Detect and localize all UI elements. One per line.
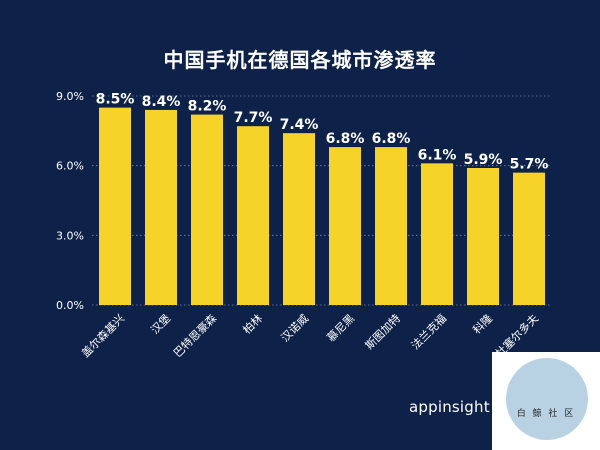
bar-10 xyxy=(513,172,545,305)
bar-7 xyxy=(375,147,407,305)
y-tick-label: 3.0% xyxy=(56,229,84,242)
x-tick-label: 巴特恩豪森 xyxy=(170,311,219,360)
data-label: 6.1% xyxy=(418,147,457,163)
data-label: 7.7% xyxy=(234,110,273,126)
bar-1 xyxy=(99,107,131,305)
x-tick-label: 慕尼黑 xyxy=(324,311,357,344)
bar-2 xyxy=(145,109,177,305)
data-label: 8.4% xyxy=(142,94,181,110)
data-label: 6.8% xyxy=(372,131,411,147)
bar-6 xyxy=(329,147,361,305)
bar-4 xyxy=(237,126,269,305)
whale-icon xyxy=(506,358,588,440)
data-label: 5.7% xyxy=(510,157,549,173)
data-label: 5.9% xyxy=(464,152,503,168)
bar-3 xyxy=(191,114,223,305)
x-tick-label: 科隆 xyxy=(470,311,495,336)
y-tick-label: 9.0% xyxy=(56,90,84,103)
y-tick-label: 6.0% xyxy=(56,160,84,173)
data-label: 6.8% xyxy=(326,131,365,147)
x-tick-label: 柏林 xyxy=(240,311,265,336)
bar-8 xyxy=(421,163,453,305)
chart-title: 中国手机在德国各城市渗透率 xyxy=(163,48,437,72)
data-label: 8.5% xyxy=(96,92,135,108)
bar-9 xyxy=(467,167,499,305)
x-tick-label: 汉堡 xyxy=(148,311,173,336)
watermark-logo: 白 鲸 社 区 xyxy=(492,352,600,450)
x-tick-label: 汉诺威 xyxy=(279,312,312,345)
y-tick-label: 0.0% xyxy=(56,299,84,312)
bar-5 xyxy=(283,133,315,305)
x-tick-label: 法兰克福 xyxy=(408,311,449,352)
watermark-text: 白 鲸 社 区 xyxy=(516,409,576,419)
data-label: 8.2% xyxy=(188,99,227,115)
brand-logo-text: appinsight xyxy=(409,398,490,416)
x-tick-label: 盖尔森基兴 xyxy=(78,311,127,360)
data-label: 7.4% xyxy=(280,117,319,133)
x-tick-label: 斯图加特 xyxy=(362,311,403,352)
